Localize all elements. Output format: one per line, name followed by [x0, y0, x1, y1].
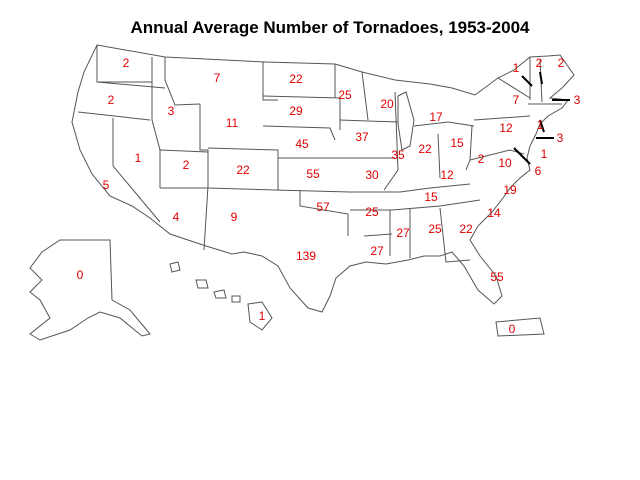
label-ny: 7	[513, 93, 520, 107]
leader-lines	[513, 71, 570, 165]
label-ut: 2	[183, 158, 190, 172]
label-vt: 1	[513, 61, 520, 75]
label-wy: 11	[226, 116, 239, 130]
label-oh: 15	[450, 136, 464, 150]
label-tx: 139	[296, 249, 316, 263]
label-id: 3	[168, 104, 175, 118]
label-nv: 1	[135, 151, 142, 165]
label-fl: 55	[490, 270, 504, 284]
label-mo: 30	[365, 168, 379, 182]
label-ct: 1	[537, 118, 544, 132]
label-pa: 12	[499, 121, 513, 135]
label-ma: 3	[574, 93, 581, 107]
label-hi: 1	[259, 309, 266, 323]
label-wv: 2	[478, 152, 485, 166]
label-al: 25	[428, 222, 442, 236]
label-ia: 37	[355, 130, 369, 144]
label-nj: 3	[557, 131, 564, 145]
label-ok: 57	[316, 200, 330, 214]
lake-michigan	[397, 91, 415, 151]
label-ky: 12	[440, 168, 454, 182]
us-outline	[71, 44, 575, 313]
label-sd: 29	[289, 104, 303, 118]
label-mi: 17	[429, 110, 443, 124]
label-ar: 25	[365, 205, 379, 219]
label-nc: 19	[503, 183, 517, 197]
label-ne: 45	[295, 137, 309, 151]
label-az: 4	[173, 210, 180, 224]
label-va: 10	[498, 156, 512, 170]
map-title: Annual Average Number of Tornadoes, 1953…	[130, 18, 530, 37]
label-nm: 9	[231, 210, 238, 224]
label-pr: 0	[509, 322, 516, 336]
label-nh: 2	[536, 56, 543, 70]
label-ks: 55	[306, 167, 320, 181]
state-labels: 2 2 5 1 3 7 11 2 4 22 9 22 29 45 55 57 1…	[77, 56, 581, 336]
alaska-shape	[29, 239, 151, 341]
label-co: 22	[236, 163, 250, 177]
label-or: 2	[108, 93, 115, 107]
label-il: 35	[391, 148, 405, 162]
state-borders	[77, 45, 562, 263]
label-nd: 22	[289, 72, 303, 86]
label-me: 2	[558, 56, 565, 70]
label-ca: 5	[103, 178, 110, 192]
hawaii-shape	[169, 261, 273, 331]
label-wi: 20	[380, 97, 394, 111]
label-mn: 25	[338, 88, 352, 102]
label-de: 1	[541, 147, 548, 161]
label-in: 22	[418, 142, 432, 156]
label-ak: 0	[77, 268, 84, 282]
label-ms: 27	[396, 226, 410, 240]
label-mt: 7	[214, 71, 221, 85]
label-ga: 22	[459, 222, 473, 236]
label-la: 27	[370, 244, 384, 258]
label-sc: 14	[487, 206, 501, 220]
label-tn: 15	[424, 190, 438, 204]
puerto-rico-shape	[495, 317, 545, 337]
label-md: 6	[535, 164, 542, 178]
label-wa: 2	[123, 56, 130, 70]
